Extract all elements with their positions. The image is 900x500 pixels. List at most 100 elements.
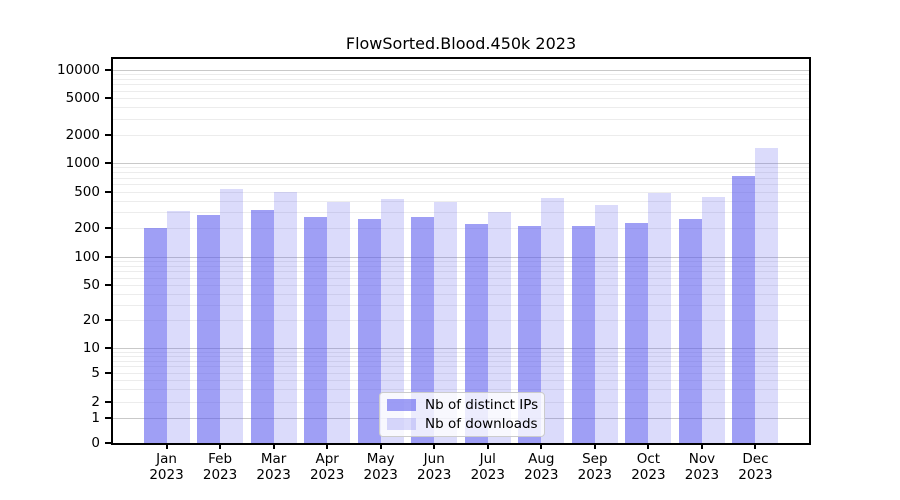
bar-distinct-ips-apr — [304, 216, 328, 443]
y-tick-mark — [105, 347, 112, 349]
x-tick-mark — [700, 443, 703, 449]
minor-gridline — [113, 135, 809, 136]
bar-downloads-aug — [541, 198, 565, 443]
minor-gridline — [113, 177, 809, 179]
x-tick-label-jul: Jul 2023 — [456, 451, 520, 483]
x-tick-mark — [219, 443, 222, 449]
bar-distinct-ips-jan — [143, 228, 167, 443]
y-tick-label-5000: 5000 — [65, 90, 100, 106]
minor-gridline — [113, 107, 809, 108]
minor-gridline — [113, 320, 809, 321]
legend-swatch-downloads — [387, 418, 416, 430]
bar-distinct-ips-jun — [411, 216, 435, 443]
y-tick-mark — [105, 442, 112, 444]
x-tick-label-may: May 2023 — [349, 451, 413, 483]
x-tick-year: 2023 — [684, 467, 720, 483]
x-tick-label-jan: Jan 2023 — [135, 451, 199, 483]
y-tick-label-20: 20 — [82, 312, 100, 328]
bar-distinct-ips-mar — [250, 210, 274, 443]
y-tick-mark — [105, 401, 112, 403]
minor-gridline — [113, 118, 809, 120]
bar-downloads-jul — [487, 212, 511, 443]
minor-gridline — [113, 380, 809, 382]
minor-gridline — [113, 74, 809, 76]
y-tick-label-2000: 2000 — [65, 127, 100, 143]
bar-downloads-jan — [166, 211, 190, 443]
x-tick-mark — [593, 443, 596, 449]
minor-gridline — [113, 366, 809, 368]
x-tick-year: 2023 — [577, 467, 613, 483]
minor-gridline — [113, 266, 809, 267]
x-tick-label-jun: Jun 2023 — [402, 451, 466, 483]
minor-gridline — [113, 172, 809, 174]
y-tick-mark — [105, 372, 112, 374]
y-tick-label-0: 0 — [91, 435, 100, 451]
y-tick-label-10000: 10000 — [57, 62, 100, 78]
x-tick-label-aug: Aug 2023 — [509, 451, 573, 483]
y-tick-label-1: 1 — [91, 410, 100, 426]
bar-distinct-ips-oct — [625, 223, 649, 443]
legend-label-downloads: Nb of downloads — [425, 416, 538, 432]
minor-gridline — [113, 79, 809, 80]
bar-downloads-sep — [594, 204, 618, 443]
bar-downloads-dec — [755, 147, 779, 443]
bar-downloads-may — [380, 199, 404, 443]
x-tick-year: 2023 — [149, 467, 184, 483]
x-tick-label-sep: Sep 2023 — [563, 451, 627, 483]
minor-gridline — [113, 285, 809, 286]
y-tick-label-10: 10 — [82, 340, 100, 356]
minor-gridline — [113, 184, 809, 186]
major-gridline — [113, 163, 809, 164]
bar-downloads-oct — [648, 192, 672, 443]
minor-gridline — [113, 98, 809, 99]
minor-gridline — [113, 293, 809, 295]
minor-gridline — [113, 277, 809, 279]
x-tick-year: 2023 — [309, 467, 345, 483]
bar-distinct-ips-sep — [571, 226, 595, 443]
x-tick-year: 2023 — [470, 467, 505, 483]
bar-downloads-mar — [273, 191, 297, 443]
bar-downloads-jun — [434, 202, 458, 443]
y-tick-mark — [105, 227, 112, 229]
minor-gridline — [113, 90, 809, 92]
y-tick-mark — [105, 191, 112, 193]
minor-gridline — [113, 360, 809, 362]
legend: Nb of distinct IPs Nb of downloads — [379, 392, 545, 437]
y-tick-label-100: 100 — [74, 249, 100, 265]
x-tick-mark — [379, 443, 382, 449]
y-tick-mark — [105, 256, 112, 258]
y-tick-label-50: 50 — [82, 277, 100, 293]
y-tick-mark — [105, 319, 112, 321]
minor-gridline — [113, 271, 809, 273]
y-tick-label-5: 5 — [91, 365, 100, 381]
minor-gridline — [113, 351, 809, 353]
y-tick-label-500: 500 — [74, 184, 100, 200]
x-tick-year: 2023 — [202, 467, 238, 483]
minor-gridline — [113, 212, 809, 214]
x-tick-mark — [165, 443, 168, 449]
legend-item-distinct-ips: Nb of distinct IPs — [387, 397, 539, 413]
bar-distinct-ips-aug — [518, 226, 542, 443]
bar-distinct-ips-may — [357, 219, 381, 443]
minor-gridline — [113, 84, 809, 86]
bar-distinct-ips-jul — [464, 224, 488, 443]
y-tick-mark — [105, 69, 112, 71]
x-tick-label-apr: Apr 2023 — [295, 451, 359, 483]
minor-gridline — [113, 167, 809, 169]
y-tick-label-1000: 1000 — [65, 155, 100, 171]
minor-gridline — [113, 228, 809, 229]
legend-item-downloads: Nb of downloads — [387, 416, 538, 432]
bar-distinct-ips-nov — [678, 219, 702, 443]
x-tick-mark — [272, 443, 275, 449]
plot-area — [113, 59, 809, 443]
minor-gridline — [113, 192, 809, 193]
minor-gridline — [113, 389, 809, 391]
x-tick-year: 2023 — [363, 467, 398, 483]
minor-gridline — [113, 200, 809, 202]
y-tick-mark — [105, 284, 112, 286]
x-tick-label-mar: Mar 2023 — [242, 451, 306, 483]
bar-downloads-apr — [327, 201, 351, 443]
bar-distinct-ips-dec — [732, 175, 756, 443]
y-tick-mark — [105, 417, 112, 419]
legend-label-distinct-ips: Nb of distinct IPs — [425, 397, 539, 413]
